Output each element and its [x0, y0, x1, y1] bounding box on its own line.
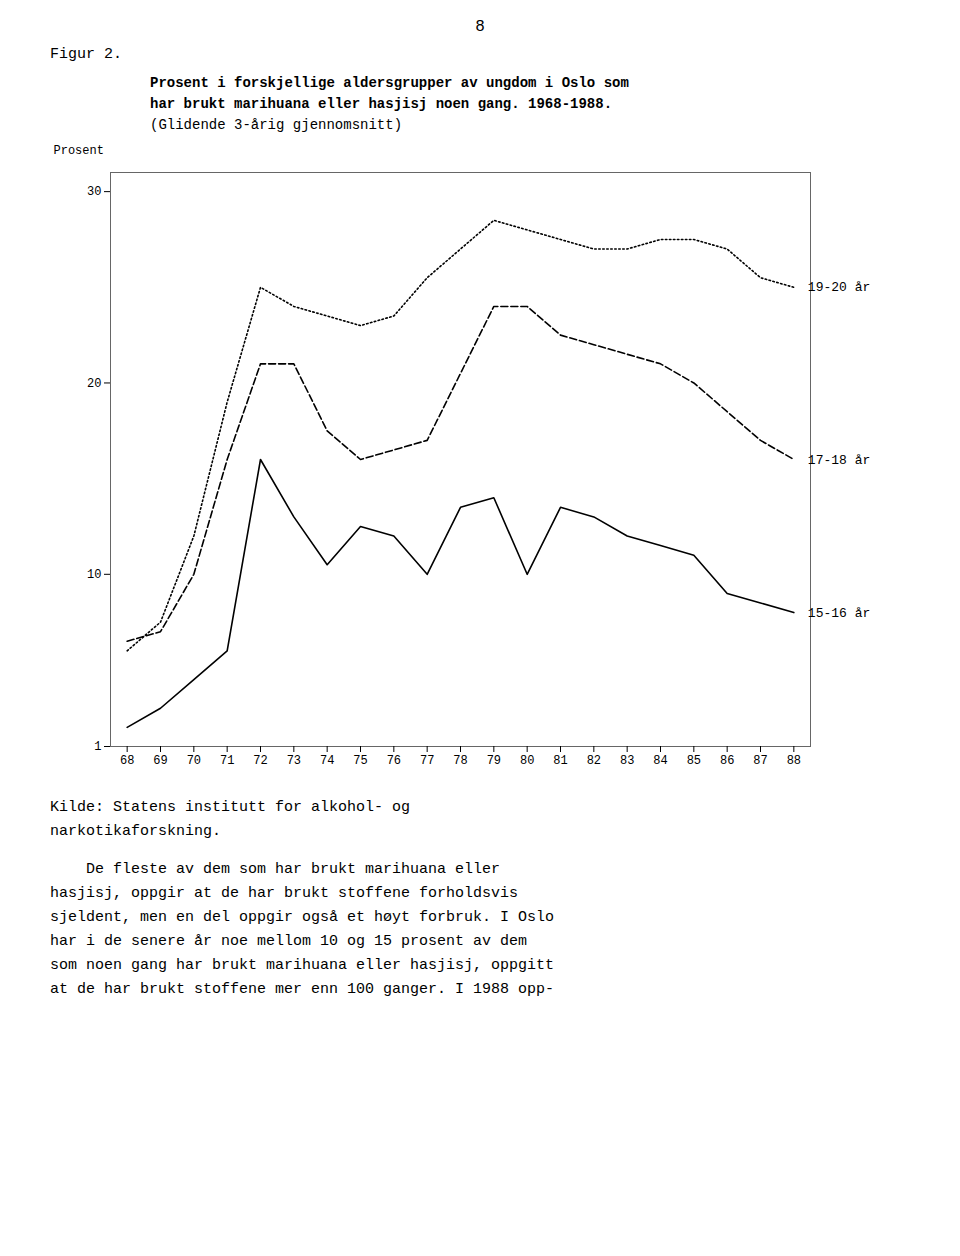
svg-text:19-20 år: 19-20 år: [808, 280, 870, 295]
svg-text:73: 73: [287, 754, 301, 768]
svg-text:30: 30: [87, 185, 101, 199]
html-text:Kilde: Statens institutt for a: Kilde: Statens institutt for alkohol- og…: [50, 799, 411, 840]
svg-text:15-16 år: 15-16 år: [808, 606, 870, 621]
svg-text:79: 79: [487, 754, 501, 768]
svg-text:83: 83: [620, 754, 634, 768]
html-text:Prosent i forskjellige aldersg: Prosent i forskjellige aldersgrupper av …: [150, 75, 629, 112]
svg-text:77: 77: [420, 754, 434, 768]
svg-text:80: 80: [520, 754, 534, 768]
svg-text:17-18 år: 17-18 år: [808, 453, 870, 468]
html-text:Figur 2.: Figur 2.: [50, 46, 122, 63]
svg-text:86: 86: [720, 754, 734, 768]
svg-text:74: 74: [320, 754, 334, 768]
svg-text:85: 85: [687, 754, 701, 768]
svg-text:68: 68: [120, 754, 134, 768]
svg-text:10: 10: [87, 568, 101, 582]
svg-text:75: 75: [353, 754, 367, 768]
svg-text:84: 84: [653, 754, 667, 768]
svg-text:72: 72: [253, 754, 267, 768]
svg-text:1: 1: [94, 740, 101, 754]
svg-text:76: 76: [387, 754, 401, 768]
svg-text:Prosent: Prosent: [54, 144, 104, 158]
svg-text:69: 69: [153, 754, 167, 768]
svg-text:81: 81: [553, 754, 567, 768]
svg-text:20: 20: [87, 377, 101, 391]
svg-text:88: 88: [787, 754, 801, 768]
html-text:(Glidende 3-årig gjennomsnitt): (Glidende 3-årig gjennomsnitt): [150, 117, 402, 133]
html-text:8: 8: [475, 18, 485, 36]
svg-text:71: 71: [220, 754, 234, 768]
html-text:De fleste av dem som har brukt: De fleste av dem som har brukt marihuana…: [50, 861, 555, 998]
svg-text:87: 87: [753, 754, 767, 768]
svg-text:82: 82: [587, 754, 601, 768]
svg-text:70: 70: [187, 754, 201, 768]
svg-text:78: 78: [453, 754, 467, 768]
